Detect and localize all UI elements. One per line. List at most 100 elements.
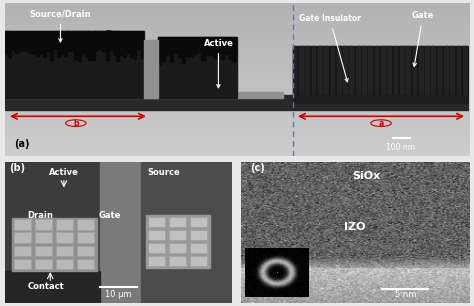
Bar xyxy=(438,46,441,94)
Bar xyxy=(120,31,122,55)
Bar xyxy=(35,233,52,243)
Bar xyxy=(67,31,70,51)
Bar xyxy=(158,37,237,98)
Bar xyxy=(71,31,74,51)
Bar xyxy=(14,233,31,243)
Bar xyxy=(92,31,95,60)
Bar xyxy=(387,46,391,94)
Bar xyxy=(46,31,49,51)
Bar xyxy=(170,37,173,62)
Bar xyxy=(213,37,217,58)
Text: Source/Drain: Source/Drain xyxy=(30,10,91,42)
Bar xyxy=(182,37,185,63)
Bar xyxy=(201,37,205,60)
Bar xyxy=(293,94,469,103)
Bar xyxy=(186,37,189,56)
Text: Gate: Gate xyxy=(411,11,434,66)
Bar xyxy=(444,46,448,94)
Bar xyxy=(134,31,137,59)
Text: Source: Source xyxy=(147,168,181,177)
Bar xyxy=(318,46,322,94)
Bar xyxy=(191,243,208,253)
Bar xyxy=(61,31,63,54)
Bar xyxy=(166,37,169,55)
Bar xyxy=(356,46,359,94)
Bar xyxy=(14,219,31,230)
Bar xyxy=(102,31,105,51)
Bar xyxy=(26,31,28,51)
Bar xyxy=(162,37,165,61)
Bar xyxy=(233,37,237,61)
Bar xyxy=(5,271,100,303)
Bar xyxy=(191,256,208,266)
Bar xyxy=(77,259,94,269)
Bar xyxy=(5,31,8,54)
Bar xyxy=(35,245,52,256)
Bar xyxy=(36,31,39,56)
Bar xyxy=(205,37,209,54)
Bar xyxy=(229,37,232,59)
Bar xyxy=(299,46,303,94)
Bar xyxy=(85,31,88,58)
Bar xyxy=(362,46,366,94)
Text: (c): (c) xyxy=(250,162,264,173)
Bar xyxy=(95,31,98,50)
Bar xyxy=(22,31,25,50)
Text: Active: Active xyxy=(203,39,233,88)
Bar xyxy=(43,31,46,57)
Text: Gate: Gate xyxy=(98,211,120,221)
Bar xyxy=(130,31,133,57)
Bar xyxy=(57,31,60,57)
Bar xyxy=(137,31,140,49)
Bar xyxy=(56,233,73,243)
Bar xyxy=(148,217,165,227)
Bar xyxy=(33,31,36,54)
Bar xyxy=(88,31,91,60)
Bar xyxy=(293,46,469,94)
Bar xyxy=(77,219,94,230)
Bar xyxy=(178,37,181,58)
Bar xyxy=(64,31,67,56)
Bar xyxy=(148,243,165,253)
Bar xyxy=(374,46,378,94)
Text: Active: Active xyxy=(49,168,79,177)
Bar xyxy=(123,31,126,58)
Bar xyxy=(82,31,84,53)
Bar xyxy=(14,245,31,256)
Bar xyxy=(337,46,341,94)
Bar xyxy=(412,46,416,94)
Bar xyxy=(141,31,144,58)
Bar xyxy=(39,31,42,54)
Bar xyxy=(78,31,81,61)
Bar xyxy=(148,256,165,266)
Bar xyxy=(15,31,18,53)
Bar xyxy=(406,46,410,94)
Bar xyxy=(225,37,228,54)
Bar xyxy=(174,37,177,53)
Bar xyxy=(5,95,469,110)
Text: Contact: Contact xyxy=(27,282,64,291)
Bar xyxy=(324,46,328,94)
Bar xyxy=(193,37,197,54)
Text: Gate Insulator: Gate Insulator xyxy=(299,14,361,82)
Bar xyxy=(144,40,158,98)
Bar xyxy=(198,37,201,52)
Bar xyxy=(210,37,213,55)
Bar xyxy=(169,243,186,253)
Bar xyxy=(56,219,73,230)
Bar xyxy=(456,46,460,94)
Bar xyxy=(113,31,116,54)
Bar xyxy=(35,259,52,269)
Bar xyxy=(311,46,315,94)
Bar xyxy=(221,37,225,59)
Bar xyxy=(54,31,56,49)
Bar xyxy=(463,46,467,94)
Bar xyxy=(419,46,422,94)
Bar xyxy=(11,218,97,271)
Bar xyxy=(100,162,141,303)
Bar xyxy=(190,37,193,56)
Bar xyxy=(8,31,11,58)
Bar xyxy=(5,31,144,98)
Bar xyxy=(77,233,94,243)
Bar xyxy=(109,31,112,50)
